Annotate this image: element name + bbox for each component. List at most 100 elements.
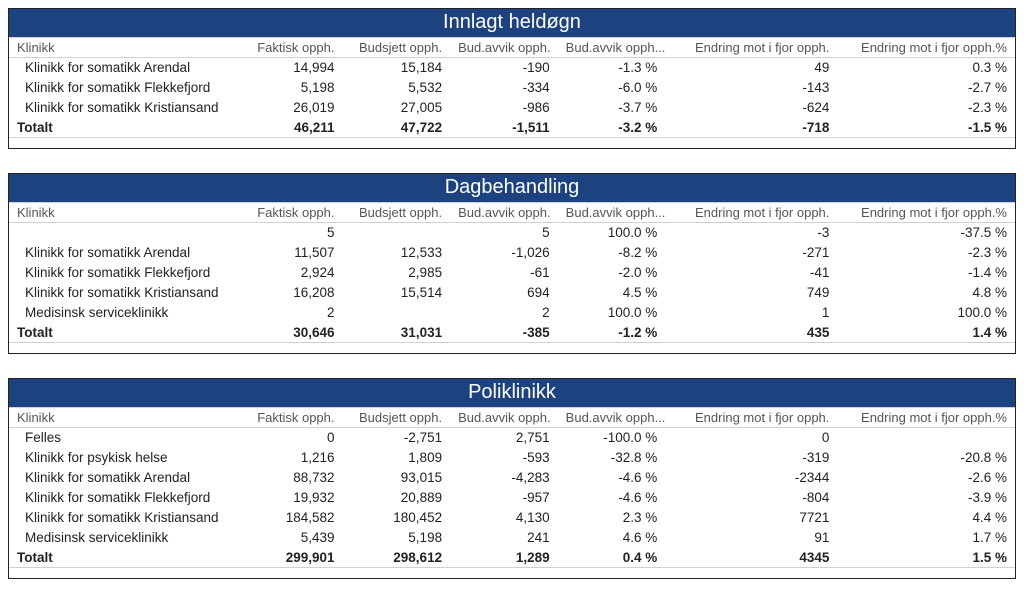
cell-avvik: 694 [450,283,558,303]
cell-endring: -624 [665,98,837,118]
col-header-avvik: Bud.avvik opph. [450,408,558,428]
cell-budsj: 15,514 [343,283,451,303]
total-cell-avvik: 1,289 [450,548,558,568]
table-header-row: KlinikkFaktisk opph.Budsjett opph.Bud.av… [9,408,1015,428]
cell-endrp: 0.3 % [837,58,1015,78]
table-row: Medisinsk serviceklinikk5,4395,1982414.6… [9,528,1015,548]
table-row: Klinikk for somatikk Arendal11,50712,533… [9,243,1015,263]
total-cell-avvik: -385 [450,323,558,343]
cell-endring: 91 [665,528,837,548]
cell-name: Medisinsk serviceklinikk [9,528,235,548]
cell-faktisk: 2,924 [235,263,343,283]
cell-faktisk: 88,732 [235,468,343,488]
col-header-endrp: Endring mot i fjor opph.% [837,203,1015,223]
cell-endring: -2344 [665,468,837,488]
cell-budsj: 2,985 [343,263,451,283]
cell-budsj: 1,809 [343,448,451,468]
spacer [9,138,1015,149]
cell-faktisk: 19,932 [235,488,343,508]
total-cell-endrp: -1.5 % [837,118,1015,138]
table-row: Klinikk for somatikk Flekkefjord2,9242,9… [9,263,1015,283]
col-header-budsj: Budsjett opph. [343,408,451,428]
cell-avvikp: -3.7 % [558,98,666,118]
table-header-row: KlinikkFaktisk opph.Budsjett opph.Bud.av… [9,203,1015,223]
panel-1: DagbehandlingKlinikkFaktisk opph.Budsjet… [8,173,1016,354]
total-cell-avvikp: 0.4 % [558,548,666,568]
table-row: Klinikk for somatikk Kristiansand184,582… [9,508,1015,528]
cell-name: Klinikk for somatikk Flekkefjord [9,263,235,283]
cell-name: Medisinsk serviceklinikk [9,303,235,323]
col-header-avvikp: Bud.avvik opph.... [558,38,666,58]
cell-name: Klinikk for somatikk Flekkefjord [9,78,235,98]
cell-endring: -3 [665,223,837,243]
cell-name: Klinikk for somatikk Arendal [9,468,235,488]
total-cell-avvikp: -1.2 % [558,323,666,343]
table-row: Medisinsk serviceklinikk22100.0 %1100.0 … [9,303,1015,323]
table-row: Klinikk for somatikk Arendal14,99415,184… [9,58,1015,78]
col-header-budsj: Budsjett opph. [343,38,451,58]
cell-avvikp: 4.6 % [558,528,666,548]
cell-budsj: 20,889 [343,488,451,508]
cell-endring: 1 [665,303,837,323]
col-header-avvikp: Bud.avvik opph.... [558,408,666,428]
total-cell-endring: -718 [665,118,837,138]
cell-faktisk: 5 [235,223,343,243]
table-row: Klinikk for somatikk Flekkefjord5,1985,5… [9,78,1015,98]
cell-avvik: -593 [450,448,558,468]
cell-avvikp: -1.3 % [558,58,666,78]
col-header-faktisk: Faktisk opph. [235,408,343,428]
col-header-endring: Endring mot i fjor opph. [665,408,837,428]
spacer [9,568,1015,579]
cell-endring: 7721 [665,508,837,528]
col-header-avvik: Bud.avvik opph. [450,38,558,58]
cell-name: Klinikk for somatikk Kristiansand [9,508,235,528]
cell-name [9,223,235,243]
cell-endrp: 100.0 % [837,303,1015,323]
cell-budsj: 27,005 [343,98,451,118]
cell-faktisk: 184,582 [235,508,343,528]
panel-title: Dagbehandling [9,174,1015,202]
cell-faktisk: 5,439 [235,528,343,548]
col-header-name: Klinikk [9,38,235,58]
cell-budsj [343,223,451,243]
table-row: Klinikk for somatikk Kristiansand26,0192… [9,98,1015,118]
cell-name: Klinikk for somatikk Arendal [9,243,235,263]
panel-2: PoliklinikkKlinikkFaktisk opph.Budsjett … [8,378,1016,579]
col-header-endrp: Endring mot i fjor opph.% [837,38,1015,58]
cell-avvik: 4,130 [450,508,558,528]
table-row: Felles0-2,7512,751-100.0 %0 [9,428,1015,448]
col-header-name: Klinikk [9,203,235,223]
cell-avvik: -190 [450,58,558,78]
cell-avvikp: 4.5 % [558,283,666,303]
cell-endrp: -2.3 % [837,98,1015,118]
total-cell-budsj: 31,031 [343,323,451,343]
total-cell-budsj: 47,722 [343,118,451,138]
total-cell-endrp: 1.5 % [837,548,1015,568]
cell-budsj: 5,198 [343,528,451,548]
cell-endring: -143 [665,78,837,98]
col-header-faktisk: Faktisk opph. [235,203,343,223]
cell-avvik: 241 [450,528,558,548]
cell-endrp: -2.3 % [837,243,1015,263]
cell-endring: -319 [665,448,837,468]
cell-avvikp: -2.0 % [558,263,666,283]
cell-avvikp: -32.8 % [558,448,666,468]
table-row: Klinikk for somatikk Flekkefjord19,93220… [9,488,1015,508]
cell-avvikp: 2.3 % [558,508,666,528]
cell-endring: -804 [665,488,837,508]
cell-budsj: 5,532 [343,78,451,98]
table-total-row: Totalt30,64631,031-385-1.2 %4351.4 % [9,323,1015,343]
cell-name: Klinikk for somatikk Kristiansand [9,98,235,118]
cell-avvik: -334 [450,78,558,98]
cell-faktisk: 26,019 [235,98,343,118]
col-header-budsj: Budsjett opph. [343,203,451,223]
cell-endring: 749 [665,283,837,303]
table-row: 55100.0 %-3-37.5 % [9,223,1015,243]
total-cell-endring: 4345 [665,548,837,568]
total-cell-faktisk: 46,211 [235,118,343,138]
spacer [9,343,1015,354]
cell-faktisk: 11,507 [235,243,343,263]
cell-budsj: 15,184 [343,58,451,78]
cell-faktisk: 2 [235,303,343,323]
cell-endrp: -2.6 % [837,468,1015,488]
